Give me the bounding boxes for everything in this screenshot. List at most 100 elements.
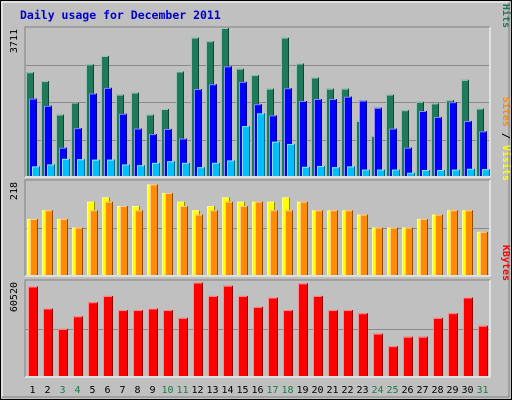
bar-kbytes-day-21-fill xyxy=(328,310,338,376)
bar-files-day-21-fill xyxy=(329,99,337,176)
bar-files-day-1 xyxy=(29,98,37,176)
bar-sites-day-23-fill xyxy=(360,214,368,275)
bar-pages-day-26-fill xyxy=(407,172,415,176)
legend-entry-hits: Hits xyxy=(500,4,512,28)
bar-pages-day-30 xyxy=(467,168,475,176)
bar-sites-day-21-fill xyxy=(330,210,338,275)
bar-sites-day-24-fill xyxy=(375,227,383,275)
bar-sites-day-9 xyxy=(150,184,158,275)
bar-pages-day-31-fill xyxy=(482,169,490,176)
bar-kbytes-day-3-fill xyxy=(58,328,68,376)
bar-kbytes-day-10-fill xyxy=(163,310,173,376)
x-tick-label-day-19: 19 xyxy=(296,385,308,396)
x-tick-label-day-14: 14 xyxy=(221,385,233,396)
bar-kbytes-day-2-fill xyxy=(43,308,53,376)
x-tick-label-day-27: 27 xyxy=(416,385,428,396)
bar-pages-day-5 xyxy=(92,159,100,176)
bar-kbytes-day-5-fill xyxy=(88,302,98,376)
bar-kbytes-day-22-fill xyxy=(343,310,353,376)
bar-pages-day-24 xyxy=(377,169,385,176)
bar-pages-day-25 xyxy=(392,169,400,176)
bar-files-day-21 xyxy=(329,99,337,176)
bar-pages-day-6-fill xyxy=(107,159,115,176)
bar-sites-day-17-fill xyxy=(270,210,278,275)
bar-pages-day-22-fill xyxy=(347,166,355,176)
bar-files-day-25-fill xyxy=(389,128,397,176)
bar-files-day-31 xyxy=(479,131,487,176)
bar-pages-day-19-fill xyxy=(302,166,310,176)
bar-kbytes-day-18 xyxy=(283,310,293,376)
bar-pages-day-15 xyxy=(242,126,250,176)
bar-sites-day-7 xyxy=(120,206,128,275)
bar-kbytes-day-27 xyxy=(418,336,428,376)
bar-pages-day-24-fill xyxy=(377,169,385,176)
bar-sites-day-31 xyxy=(480,231,488,275)
bar-kbytes-day-24 xyxy=(373,333,383,376)
bar-pages-day-31 xyxy=(482,169,490,176)
bar-files-day-2 xyxy=(44,105,52,176)
bar-files-day-23 xyxy=(359,100,367,176)
bar-pages-day-7-fill xyxy=(122,164,130,176)
bar-files-day-29-fill xyxy=(449,102,457,176)
bar-sites-day-22-fill xyxy=(345,210,353,275)
x-tick-label-day-30: 30 xyxy=(461,385,473,396)
bar-kbytes-day-4 xyxy=(73,316,83,376)
bar-pages-day-12 xyxy=(197,167,205,176)
bar-sites-day-16 xyxy=(255,201,263,275)
bar-kbytes-day-28-fill xyxy=(433,317,443,376)
bar-pages-day-23-fill xyxy=(362,169,370,176)
legend-entry-visits: Visits xyxy=(500,145,512,181)
panel-kbytes-legend: KBytes xyxy=(500,245,511,281)
bar-sites-day-18 xyxy=(285,210,293,275)
bar-sites-day-29-fill xyxy=(450,210,458,275)
bar-sites-day-18-fill xyxy=(285,210,293,275)
bar-sites-day-6 xyxy=(105,201,113,275)
bar-files-day-26 xyxy=(404,147,412,176)
bar-kbytes-day-30-fill xyxy=(463,297,473,376)
panel-sites_visits-scale-label: 218 xyxy=(9,182,20,200)
bar-sites-day-20-fill xyxy=(315,210,323,275)
bar-kbytes-day-23 xyxy=(358,313,368,376)
bar-sites-day-11-fill xyxy=(180,206,188,275)
bar-sites-day-27 xyxy=(420,218,428,275)
bar-hits-day-3-fill xyxy=(56,114,64,176)
bar-kbytes-day-6-fill xyxy=(103,295,113,376)
bar-pages-day-28 xyxy=(437,170,445,176)
x-tick-label-day-15: 15 xyxy=(236,385,248,396)
bar-sites-day-6-fill xyxy=(105,201,113,275)
bar-sites-day-3 xyxy=(60,218,68,275)
bar-files-day-5-fill xyxy=(89,93,97,176)
bar-pages-day-13 xyxy=(212,162,220,176)
bar-sites-day-12-fill xyxy=(195,214,203,275)
bar-sites-day-2 xyxy=(45,210,53,275)
bar-pages-day-16-fill xyxy=(257,113,265,176)
bar-kbytes-day-24-fill xyxy=(373,333,383,376)
bar-sites-day-14 xyxy=(225,201,233,275)
bar-files-day-20-fill xyxy=(314,99,322,176)
bar-pages-day-15-fill xyxy=(242,126,250,176)
bar-kbytes-day-12 xyxy=(193,282,203,376)
bar-kbytes-day-1 xyxy=(28,286,38,376)
x-tick-label-day-10: 10 xyxy=(161,385,173,396)
bar-sites-day-3-fill xyxy=(60,218,68,275)
bar-files-day-13 xyxy=(209,84,217,176)
bar-kbytes-day-18-fill xyxy=(283,310,293,376)
legend-separator: / xyxy=(500,127,511,145)
bar-files-day-10-fill xyxy=(164,128,172,176)
bar-kbytes-day-8 xyxy=(133,310,143,376)
bar-files-day-24-fill xyxy=(374,107,382,176)
bar-kbytes-day-7 xyxy=(118,310,128,376)
bar-sites-day-10-fill xyxy=(165,193,173,275)
bar-kbytes-day-26 xyxy=(403,336,413,376)
bar-pages-day-4-fill xyxy=(77,159,85,176)
x-tick-label-day-4: 4 xyxy=(74,385,80,396)
bar-kbytes-day-31 xyxy=(478,325,488,376)
bar-pages-day-17-fill xyxy=(272,141,280,176)
bar-sites-day-26-fill xyxy=(405,227,413,275)
bar-sites-day-7-fill xyxy=(120,206,128,275)
bar-sites-day-30-fill xyxy=(465,210,473,275)
bar-pages-day-26 xyxy=(407,172,415,176)
bar-sites-day-4-fill xyxy=(75,227,83,275)
bar-kbytes-day-29 xyxy=(448,313,458,376)
bar-kbytes-day-20 xyxy=(313,295,323,376)
